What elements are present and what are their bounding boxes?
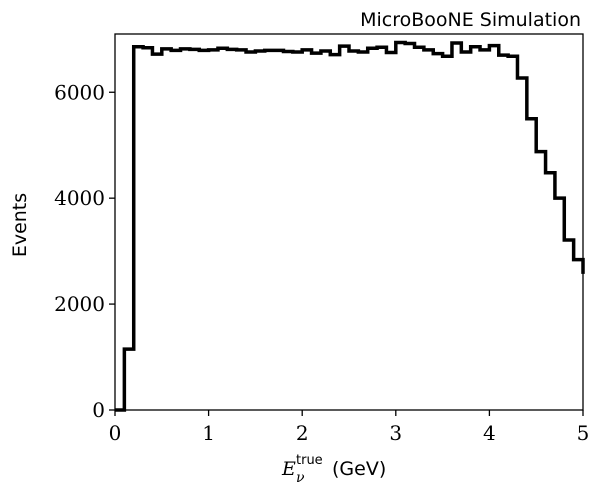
y-tick-label: 2000 bbox=[54, 292, 105, 316]
x-axis-title-variable: E bbox=[281, 458, 296, 480]
x-tick-label: 2 bbox=[296, 421, 309, 445]
y-tick-label: 4000 bbox=[54, 186, 105, 210]
histogram-series-line bbox=[115, 40, 585, 412]
x-tick-label: 5 bbox=[577, 421, 590, 445]
x-tick-label: 0 bbox=[109, 421, 122, 445]
x-tick-label: 1 bbox=[202, 421, 215, 445]
x-tick-label: 3 bbox=[389, 421, 402, 445]
x-axis-title: E true ν (GeV) bbox=[281, 453, 386, 486]
simulation-annotation: MicroBooNE Simulation bbox=[360, 9, 581, 31]
plot-frame bbox=[114, 33, 584, 411]
x-axis-ticks: 0 1 2 3 4 5 bbox=[109, 410, 590, 445]
x-tick-label: 4 bbox=[483, 421, 496, 445]
x-axis-title-superscript: true bbox=[296, 453, 323, 468]
x-axis-title-unit: (GeV) bbox=[332, 458, 386, 480]
y-axis-ticks: 0 2000 4000 6000 bbox=[54, 80, 115, 422]
y-tick-label: 6000 bbox=[54, 80, 105, 104]
y-tick-label: 0 bbox=[92, 398, 105, 422]
x-axis-title-subscript: ν bbox=[296, 470, 305, 486]
y-axis-title: Events bbox=[9, 193, 31, 257]
